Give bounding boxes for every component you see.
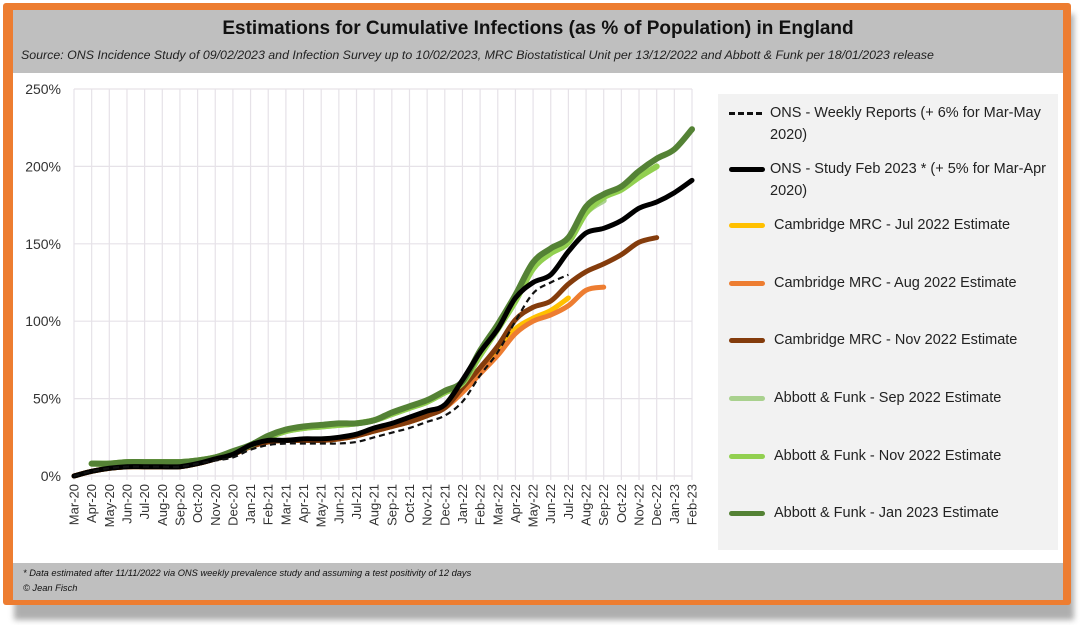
x-tick-label: Mar-21: [278, 484, 293, 525]
legend-label: Abbott & Funk - Jan 2023 Estimate: [774, 505, 999, 521]
x-tick-label: Sep-22: [596, 484, 611, 526]
legend-swatch: [729, 167, 765, 172]
x-tick-label: Nov-20: [208, 484, 223, 526]
y-tick-label: 100%: [25, 313, 61, 329]
legend-label: Abbott & Funk - Nov 2022 Estimate: [774, 448, 1002, 464]
chart-legend: ONS - Weekly Reports (+ 6% for Mar-May 2…: [718, 94, 1058, 550]
legend-swatch: [729, 396, 765, 401]
x-tick-label: May-21: [314, 484, 329, 527]
series-line-ons-study-feb-2023-5-for-mar-apr-2020: [71, 177, 695, 479]
legend-label: ONS - Study Feb 2023 * (+ 5% for Mar-Apr…: [770, 161, 1047, 199]
x-tick-label: Sep-20: [172, 484, 187, 526]
x-tick-label: Jun-21: [331, 484, 346, 524]
chart-frame: Estimations for Cumulative Infections (a…: [3, 3, 1071, 605]
x-tick-label: Oct-20: [190, 484, 205, 523]
x-tick-label: May-22: [526, 484, 541, 527]
x-tick-label: Jul-20: [137, 484, 152, 519]
x-tick-label: Dec-20: [225, 484, 240, 526]
chart-footer: * Data estimated after 11/11/2022 via ON…: [13, 563, 1063, 600]
x-tick-label: Dec-22: [649, 484, 664, 526]
x-tick-label: Mar-20: [67, 484, 82, 525]
x-tick-label: Feb-21: [261, 484, 276, 525]
x-tick-label: Aug-20: [155, 484, 170, 526]
chart-panel: Estimations for Cumulative Infections (a…: [13, 10, 1063, 600]
x-tick-label: May-20: [102, 484, 117, 527]
x-tick-label: Jan-21: [243, 484, 258, 524]
x-tick-label: Nov-22: [632, 484, 647, 526]
x-tick-label: Oct-21: [402, 484, 417, 523]
x-tick-label: Apr-22: [508, 484, 523, 523]
y-tick-label: 250%: [25, 81, 61, 97]
legend-label: Cambridge MRC - Nov 2022 Estimate: [774, 332, 1018, 348]
x-tick-label: Jul-21: [349, 484, 364, 519]
x-tick-label: Jul-22: [561, 484, 576, 519]
x-tick-label: Feb-22: [473, 484, 488, 525]
legend-swatch: [729, 223, 765, 228]
x-tick-label: Jan-22: [455, 484, 470, 524]
x-tick-label: Sep-21: [384, 484, 399, 526]
x-tick-label: Nov-21: [420, 484, 435, 526]
x-tick-label: Mar-22: [490, 484, 505, 525]
x-tick-label: Oct-22: [614, 484, 629, 523]
x-axis-ticks: Mar-20 Apr-20 May-20 Jun-20 Jul-20 Aug-20 Sep-…: [67, 484, 700, 527]
copyright-credit: © Jean Fisch: [23, 583, 78, 593]
legend-swatch: [729, 338, 765, 343]
series-line-ons-weekly-reports-6-for-mar-may-2020: [73, 273, 569, 478]
x-tick-label: Jun-22: [543, 484, 558, 524]
legend-label: Abbott & Funk - Sep 2022 Estimate: [774, 390, 1002, 406]
legend-swatch: [729, 281, 765, 286]
legend-label: Cambridge MRC - Jul 2022 Estimate: [774, 217, 1011, 233]
x-tick-label: Dec-21: [437, 484, 452, 526]
x-tick-label: Apr-20: [84, 484, 99, 523]
x-tick-label: Apr-21: [296, 484, 311, 523]
line-chart: 0% 50% 100% 150% 200% 250% Mar-20 Apr-20 May-20…: [25, 81, 700, 527]
legend-label: Cambridge MRC - Aug 2022 Estimate: [774, 275, 1017, 291]
legend-label: ONS - Weekly Reports (+ 6% for Mar-May 2…: [770, 105, 1041, 143]
series-line-abbott-funk-jan-2023-estimate: [88, 126, 695, 467]
legend-swatch: [729, 511, 765, 516]
y-tick-label: 200%: [25, 158, 61, 174]
x-tick-label: Aug-22: [579, 484, 594, 526]
y-tick-label: 150%: [25, 236, 61, 252]
y-tick-label: 50%: [33, 391, 61, 407]
series-lines: [71, 126, 695, 479]
chart-subtitle: Source: ONS Incidence Study of 09/02/202…: [21, 48, 934, 62]
y-axis-ticks: 0% 50% 100% 150% 200% 250%: [25, 81, 61, 484]
legend-swatch: [729, 112, 762, 115]
legend-swatch: [729, 454, 765, 459]
x-tick-label: Feb-23: [685, 484, 700, 525]
y-tick-label: 0%: [41, 468, 61, 484]
x-tick-label: Jan-23: [667, 484, 682, 524]
x-tick-label: Aug-21: [367, 484, 382, 526]
x-tick-label: Jun-20: [119, 484, 134, 524]
gridlines: [73, 88, 693, 480]
footnote: * Data estimated after 11/11/2022 via ON…: [23, 568, 472, 578]
chart-header: Estimations for Cumulative Infections (a…: [13, 10, 1063, 73]
chart-title: Estimations for Cumulative Infections (a…: [222, 18, 854, 39]
